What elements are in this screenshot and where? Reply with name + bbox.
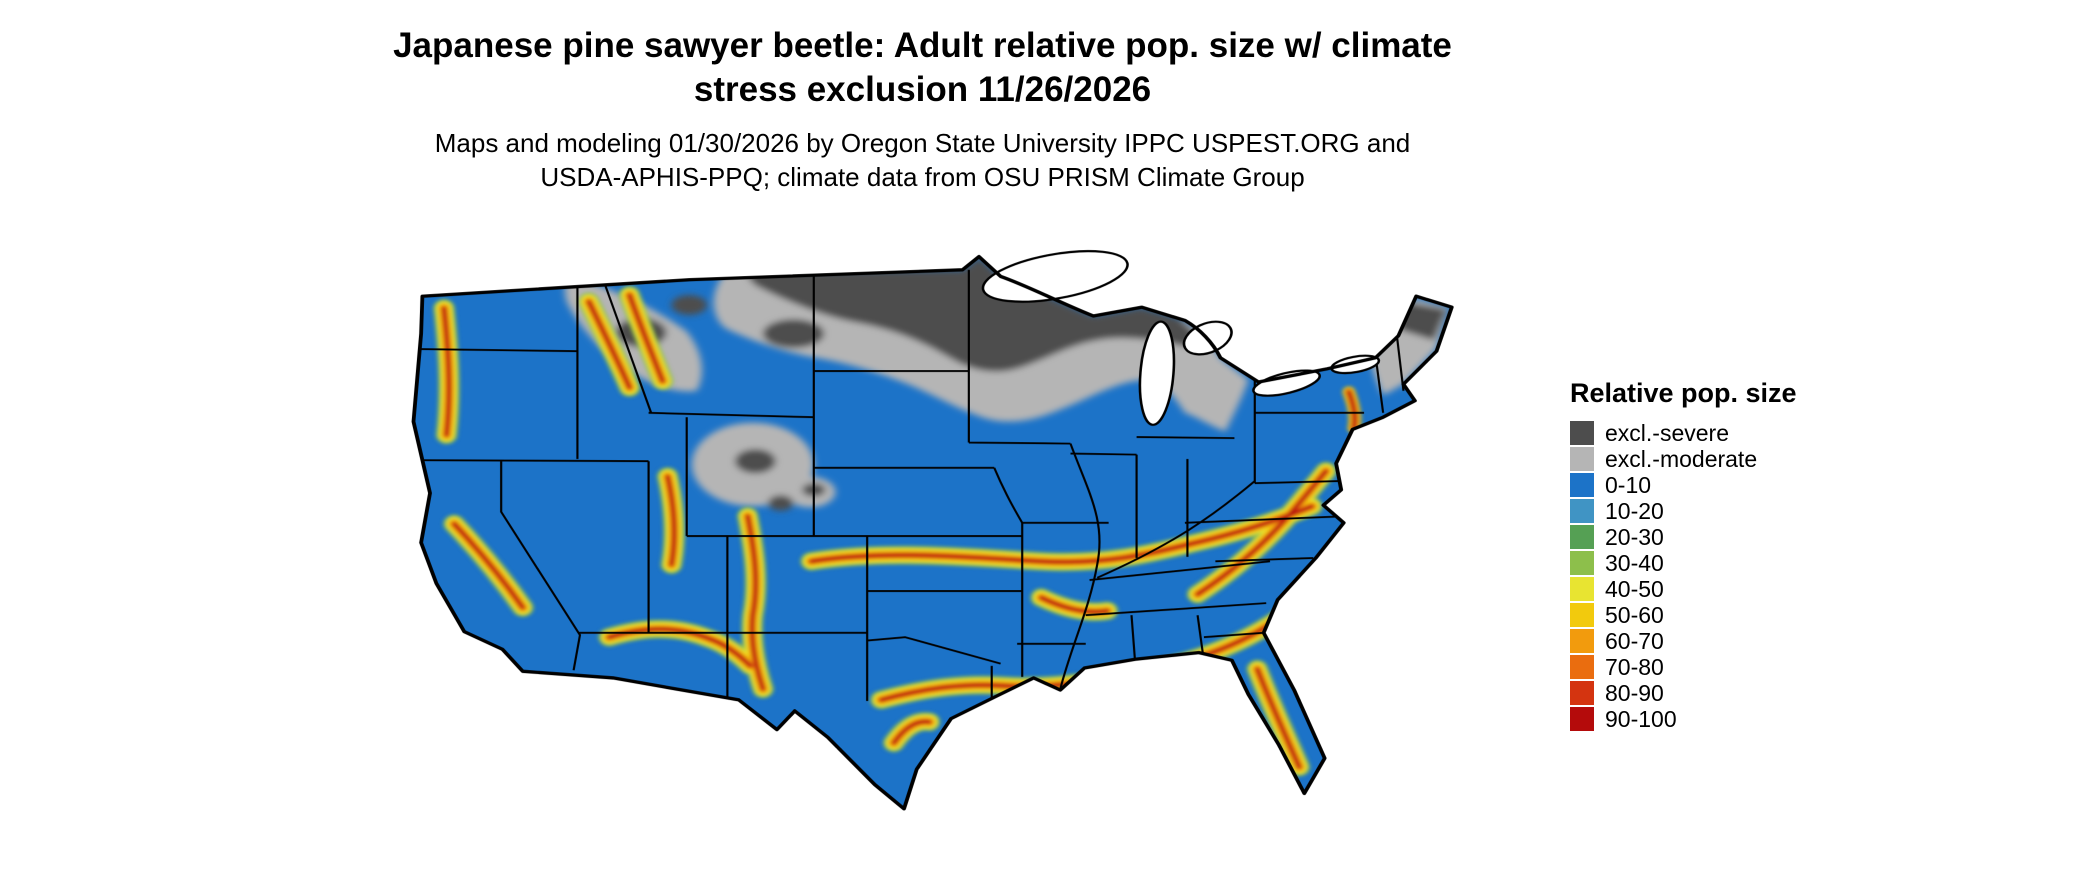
legend: Relative pop. size excl.-severe excl.-mo…	[1570, 378, 1797, 732]
legend-item: 10-20	[1570, 498, 1797, 524]
legend-item: excl.-severe	[1570, 420, 1797, 446]
legend-item: 0-10	[1570, 472, 1797, 498]
legend-item-label: 10-20	[1605, 497, 1664, 524]
page-title-line-1: Japanese pine sawyer beetle: Adult relat…	[393, 26, 1452, 65]
legend-swatch	[1570, 655, 1594, 679]
map-header: Japanese pine sawyer beetle: Adult relat…	[0, 24, 1845, 194]
legend-item: 20-30	[1570, 524, 1797, 550]
legend-title: Relative pop. size	[1570, 378, 1797, 408]
legend-item-label: 80-90	[1605, 679, 1664, 706]
lake-erie	[1252, 369, 1321, 397]
excl-severe-wind-river-patch	[768, 495, 794, 511]
lake-michigan	[1138, 320, 1176, 426]
legend-item: 50-60	[1570, 602, 1797, 628]
legend-swatch	[1570, 707, 1594, 731]
legend-swatch	[1570, 473, 1594, 497]
legend-swatch	[1570, 447, 1594, 471]
legend-item-label: excl.-moderate	[1605, 445, 1758, 472]
legend-item-label: 70-80	[1605, 653, 1664, 680]
map-subtitle: Maps and modeling 01/30/2026 by Oregon S…	[0, 126, 1845, 194]
legend-item-label: excl.-severe	[1605, 419, 1729, 446]
legend-item-label: 90-100	[1605, 705, 1677, 732]
lake-superior	[981, 250, 1129, 303]
legend-item-label: 50-60	[1605, 601, 1664, 628]
legend-swatch	[1570, 551, 1594, 575]
legend-swatch	[1570, 525, 1594, 549]
legend-item: 90-100	[1570, 706, 1797, 732]
legend-item-label: 20-30	[1605, 523, 1664, 550]
legend-item: excl.-moderate	[1570, 446, 1797, 472]
excl-severe-montana-patch-2	[834, 296, 880, 319]
legend-swatch	[1570, 681, 1594, 705]
legend-item-label: 30-40	[1605, 549, 1664, 576]
us-map-svg	[411, 250, 1454, 811]
legend-swatch	[1570, 499, 1594, 523]
page-title-line-2: stress exclusion 11/26/2026	[693, 70, 1152, 109]
great-lakes	[981, 250, 1381, 426]
excl-severe-montana-patch-1	[762, 319, 824, 348]
legend-item: 60-70	[1570, 628, 1797, 654]
legend-item: 30-40	[1570, 550, 1797, 576]
legend-item: 40-50	[1570, 576, 1797, 602]
legend-item-label: 0-10	[1605, 471, 1652, 498]
us-population-map	[308, 228, 1528, 888]
state-borders	[413, 269, 1405, 716]
legend-item-label: 40-50	[1605, 575, 1664, 602]
legend-item-label: 60-70	[1605, 627, 1664, 654]
climate-exclusion-regions	[564, 256, 1450, 511]
subtitle-line-1: Maps and modeling 01/30/2026 by Oregon S…	[434, 128, 1411, 158]
legend-swatch	[1570, 629, 1594, 653]
legend-item: 80-90	[1570, 680, 1797, 706]
excl-severe-idaho-patch	[671, 295, 708, 315]
us-outline	[411, 254, 1454, 811]
legend-swatch	[1570, 421, 1594, 445]
subtitle-line-2: USDA-APHIS-PPQ; climate data from OSU PR…	[540, 162, 1305, 192]
legend-swatch	[1570, 603, 1594, 627]
legend-item: 70-80	[1570, 654, 1797, 680]
legend-swatch	[1570, 577, 1594, 601]
excl-severe-yellowstone-patch	[735, 449, 776, 474]
excl-severe-north-band	[746, 256, 1201, 372]
